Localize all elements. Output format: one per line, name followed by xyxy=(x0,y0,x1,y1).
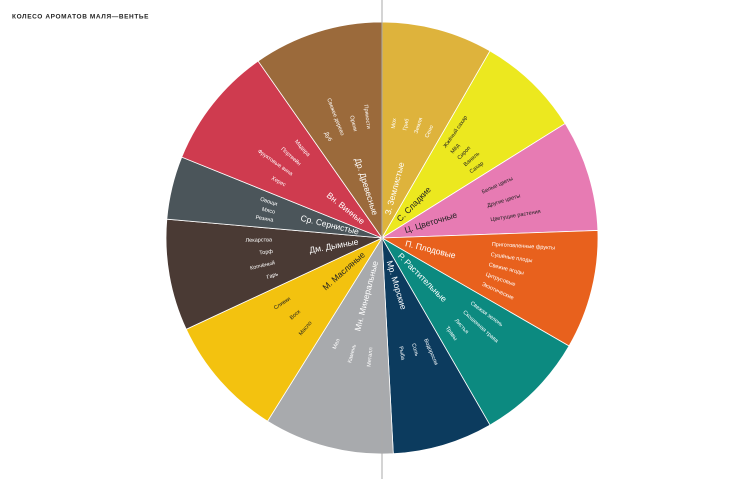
sector xyxy=(185,237,384,422)
sector-item: Резина xyxy=(255,215,275,224)
sector-item: Лекарства xyxy=(245,237,273,243)
sector xyxy=(257,21,383,240)
sector-item: Камень xyxy=(347,344,358,364)
sector xyxy=(381,21,491,240)
sector-item: Металл xyxy=(366,347,374,367)
sector-item: Овощи xyxy=(259,197,278,208)
sector-item: Приготовленные фрукты xyxy=(492,242,556,252)
sector xyxy=(381,50,566,239)
sector-item: Мел xyxy=(332,338,342,350)
sector-item: Мясо xyxy=(261,207,275,216)
sector-item: Земля xyxy=(414,117,425,134)
sector-item: Мох xyxy=(391,118,398,129)
sector xyxy=(266,236,394,455)
sector xyxy=(380,122,599,239)
sector-item: Соль xyxy=(410,343,419,357)
sector-item: Дуб xyxy=(323,131,333,142)
sector xyxy=(380,236,570,426)
sector-item: Рыба xyxy=(397,346,405,361)
sector-item: Сено xyxy=(424,124,435,138)
page-title: КОЛЕСО АРОМАТОВ МАЛЯ—ВЕНТЬЕ xyxy=(12,14,149,21)
sector-item: Пряности xyxy=(362,104,371,129)
sector-item: Гарь xyxy=(266,271,279,281)
sector-item: Орехи xyxy=(348,115,358,132)
sector xyxy=(380,230,599,347)
sector-item: Торф xyxy=(259,249,274,257)
sector-item: Гриб xyxy=(402,118,410,131)
sector xyxy=(165,218,384,330)
sector xyxy=(381,237,491,455)
sector xyxy=(181,60,384,239)
